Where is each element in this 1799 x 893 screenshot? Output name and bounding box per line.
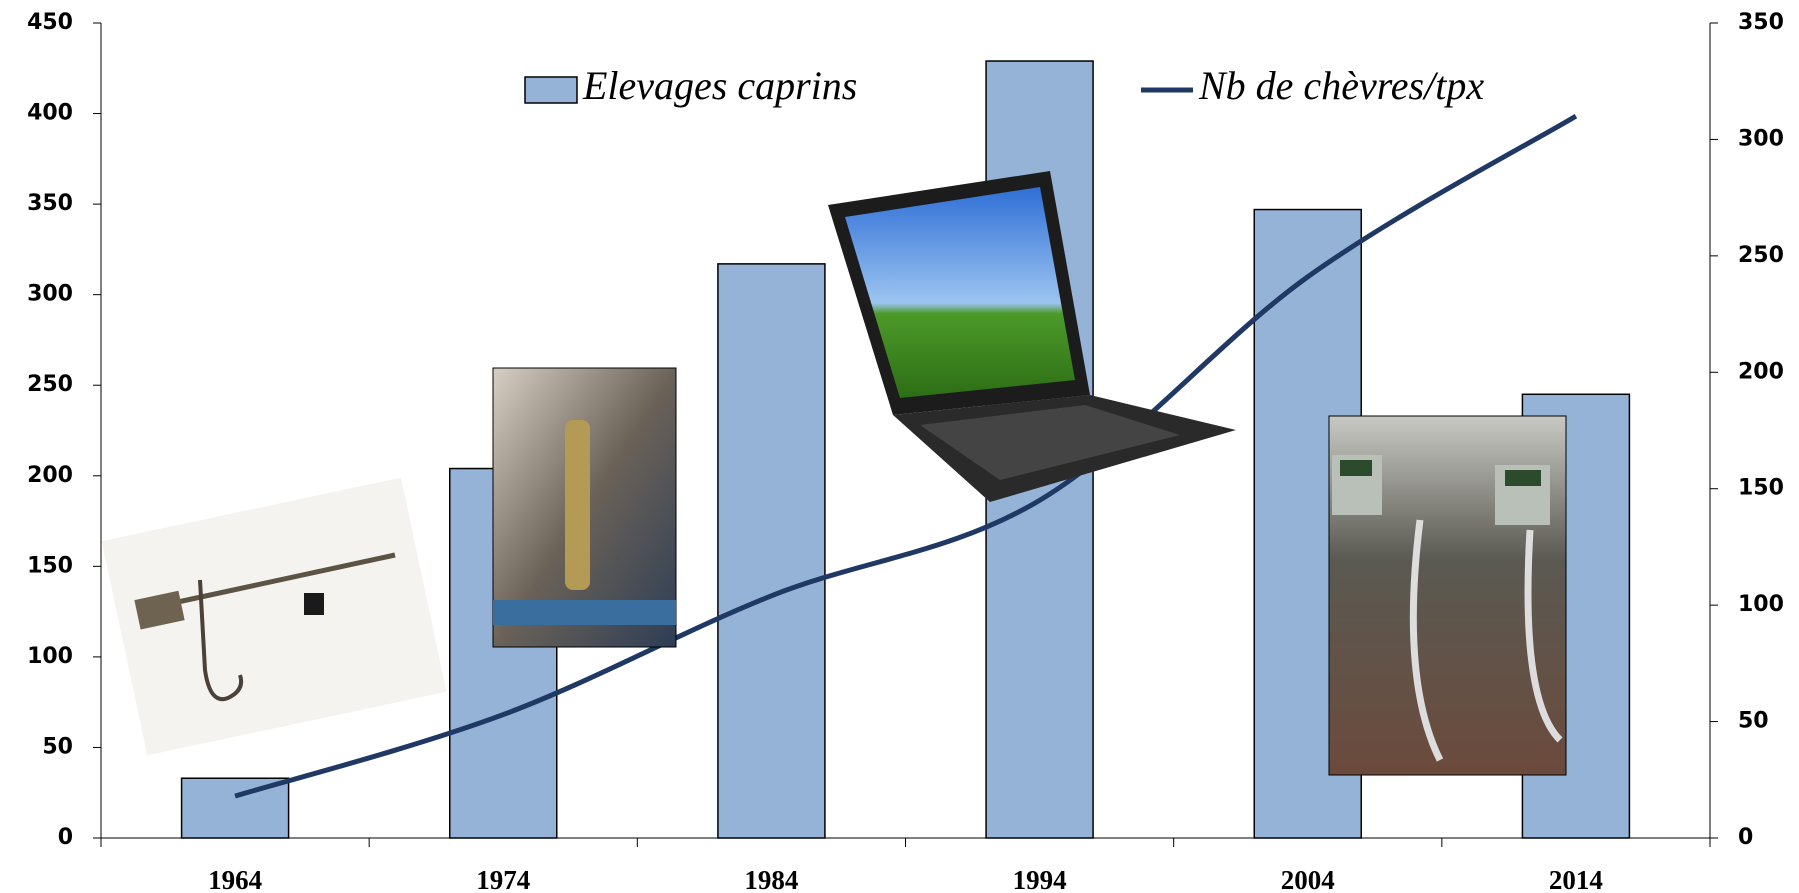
y-tick-label: 400 [27,101,73,126]
milking-photo [493,368,676,647]
legend-swatch [525,77,577,103]
x-tick-label: 1974 [476,865,530,893]
y2-tick-label: 300 [1738,126,1784,151]
legend-label: Nb de chèvres/tpx [1198,63,1484,108]
y2-tick-label: 250 [1738,243,1784,268]
y2-tick-label: 350 [1738,10,1784,35]
y2-tick-label: 100 [1738,592,1784,617]
y-tick-label: 200 [27,463,73,488]
scale-picture [102,478,447,756]
x-tick-label: 2014 [1549,865,1603,893]
y-tick-label: 100 [27,644,73,669]
y-tick-label: 50 [42,734,73,759]
y-tick-label: 450 [27,10,73,35]
laptop [828,171,1236,502]
x-tick-label: 2004 [1281,865,1335,893]
y-tick-label: 0 [58,825,73,850]
y-tick-label: 350 [27,191,73,216]
milking-parlor-photo [1329,416,1566,775]
y2-tick-label: 0 [1738,825,1753,850]
y2-tick-label: 200 [1738,359,1784,384]
bar [718,264,825,838]
x-tick-label: 1964 [208,865,262,893]
y-tick-label: 150 [27,553,73,578]
y-tick-label: 300 [27,282,73,307]
x-tick-label: 1994 [1013,865,1067,893]
y2-tick-label: 50 [1738,709,1769,734]
x-tick-label: 1984 [744,865,798,893]
y-tick-label: 250 [27,372,73,397]
chart: 0 50 100 150 200 250 300 350 400 450 0 50 100 150 200 2… [0,0,1799,893]
y2-tick-label: 150 [1738,476,1784,501]
legend-label: Elevages caprins [582,63,857,108]
